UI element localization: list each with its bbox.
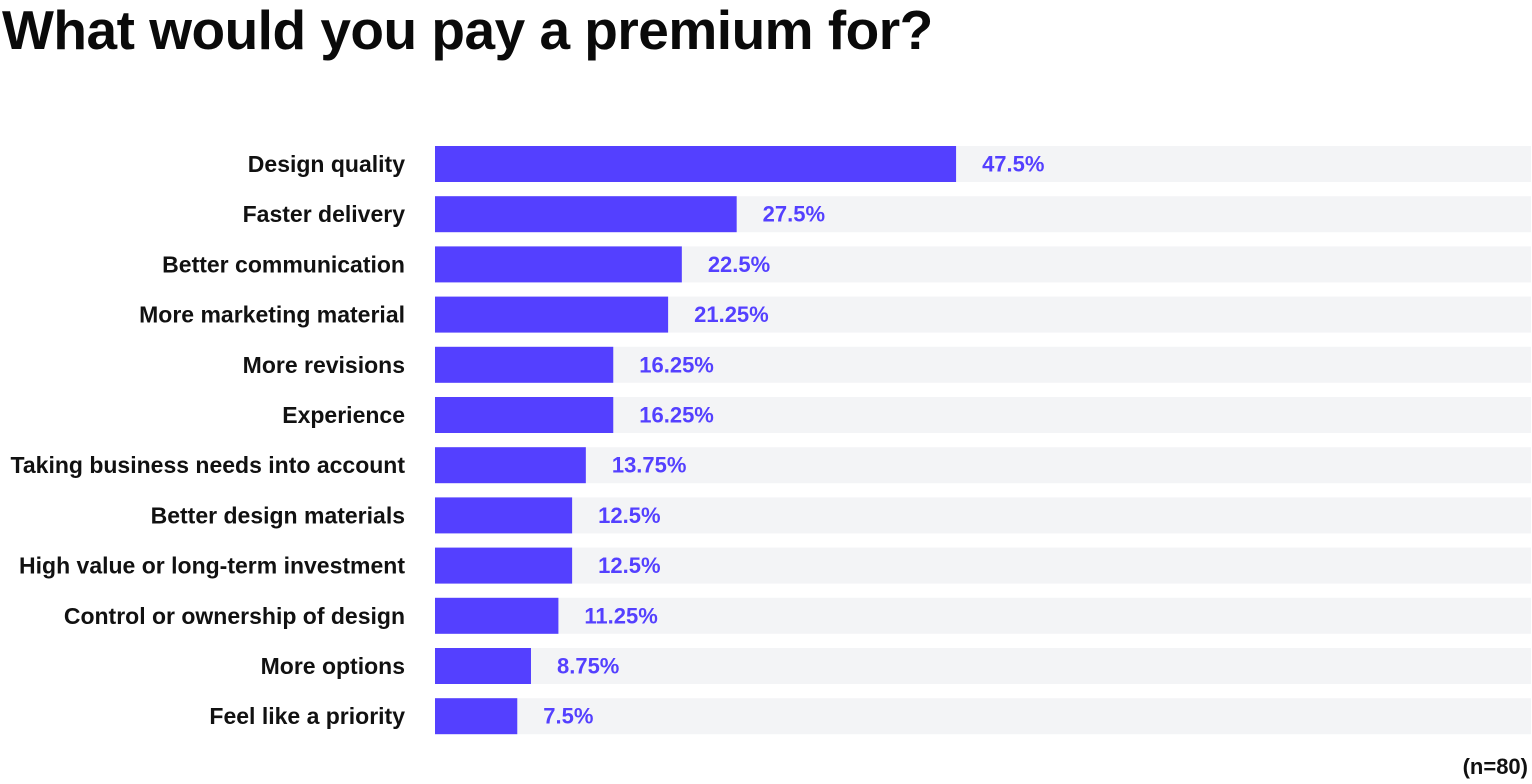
value-label: 16.25% [639,403,714,428]
value-label: 12.5% [598,503,660,528]
value-label: 27.5% [763,202,825,227]
bar [435,196,737,233]
category-label: Feel like a priority [209,703,405,729]
bar [435,346,614,383]
value-label: 11.25% [584,603,657,628]
category-label: More revisions [243,352,405,378]
bar [435,246,682,283]
category-label: Design quality [248,151,405,177]
value-label: 8.75% [557,654,619,679]
bar [435,648,531,684]
bar-track [435,597,1531,634]
value-label: 47.5% [982,152,1044,177]
bar [435,447,586,484]
bar-track [435,447,1531,484]
bar [435,597,559,634]
category-label: Faster delivery [243,201,406,227]
category-label: Experience [282,402,405,428]
bar [435,296,669,333]
value-label: 22.5% [708,252,770,277]
category-label: Control or ownership of design [64,603,405,629]
value-label: 16.25% [639,352,714,377]
value-label: 13.75% [612,453,687,478]
category-label: More marketing material [139,302,405,328]
bar [435,497,573,534]
bar-track [435,648,1531,684]
category-label: Better communication [162,251,405,277]
value-label: 7.5% [543,704,593,729]
category-label: Better design materials [151,502,405,528]
chart-title: What would you pay a premium for? [2,0,933,61]
category-label: High value or long-term investment [19,553,405,579]
category-label: Taking business needs into account [11,452,406,478]
category-label: More options [261,653,405,679]
bar-track [435,547,1531,584]
value-label: 12.5% [598,553,660,578]
bar [435,547,573,584]
bar [435,146,957,182]
bar-track [435,497,1531,534]
value-label: 21.25% [694,302,769,327]
sample-size-note: (n=80) [1462,754,1528,779]
bar [435,397,614,433]
bar [435,698,518,735]
bar-track [435,397,1531,433]
bar-track [435,346,1531,383]
bar-track [435,698,1531,735]
